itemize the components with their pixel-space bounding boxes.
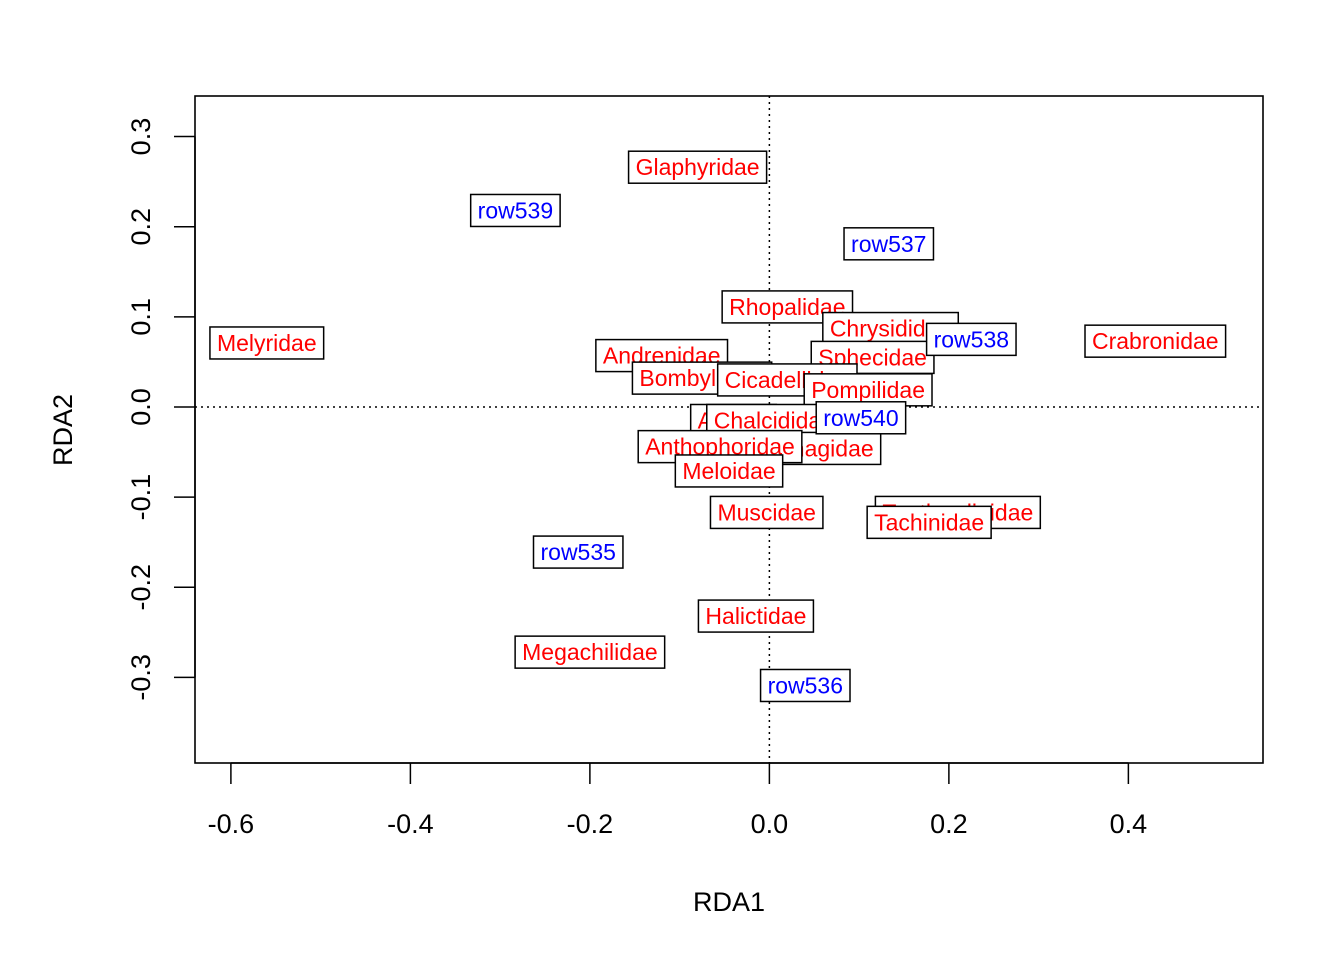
- point-label-box: [674, 454, 784, 488]
- point-label: Meloidae: [682, 458, 775, 484]
- point-glaphyridae: Glaphyridae: [627, 150, 768, 184]
- point-label: row539: [478, 197, 553, 223]
- point-label-box: [627, 150, 768, 184]
- x-tick-label: -0.6: [208, 809, 255, 839]
- point-label-box: [925, 322, 1017, 357]
- point-label: row536: [768, 672, 843, 698]
- y-tick-label: -0.3: [126, 654, 156, 701]
- x-tick-label: 0.4: [1110, 809, 1148, 839]
- y-tick-label: 0.2: [126, 208, 156, 246]
- point-label: Crabronidae: [1092, 328, 1219, 354]
- point-row536: row536: [759, 668, 851, 703]
- y-tick-label: 0.1: [126, 298, 156, 336]
- point-label-box: [532, 535, 624, 569]
- point-label-box: [803, 373, 933, 407]
- point-label: row538: [934, 326, 1009, 352]
- point-label: Melyridae: [217, 330, 317, 356]
- point-label: Megachilidae: [522, 639, 658, 665]
- x-tick-label: 0.2: [930, 809, 968, 839]
- point-label-box: [209, 326, 325, 360]
- point-meloidae: Meloidae: [674, 454, 784, 488]
- point-label: Chalcididae: [714, 407, 834, 433]
- point-label: Glaphyridae: [636, 154, 760, 180]
- y-tick-label: -0.2: [126, 564, 156, 611]
- y-tick-label: -0.1: [126, 474, 156, 521]
- y-tick-label: 0.3: [126, 118, 156, 156]
- point-label: Tachinidae: [874, 509, 984, 535]
- point-label-box: [843, 227, 935, 261]
- point-label-box: [514, 635, 666, 669]
- point-tachinidae: Tachinidae: [866, 505, 992, 540]
- point-label: row535: [541, 539, 616, 565]
- plot-frame: [194, 95, 1264, 764]
- y-tick-label: 0.0: [126, 388, 156, 426]
- point-muscidae: Muscidae: [709, 495, 824, 530]
- point-sphecidae: Sphecidae: [810, 340, 935, 375]
- x-axis-title: RDA1: [693, 887, 765, 917]
- point-label-box: [1084, 324, 1227, 358]
- point-melyridae: Melyridae: [209, 326, 325, 360]
- point-row540: row540: [815, 401, 907, 435]
- point-label-box: [697, 599, 815, 633]
- point-label-box: [469, 193, 561, 228]
- point-label-box: [815, 401, 907, 435]
- point-label: Halictidae: [705, 603, 806, 629]
- point-label-box: [759, 668, 851, 703]
- x-tick-label: 0.0: [751, 809, 789, 839]
- point-label: row537: [851, 231, 926, 257]
- point-crabronidae: Crabronidae: [1084, 324, 1227, 358]
- point-label-box: [866, 505, 992, 540]
- point-label-box: [709, 495, 824, 530]
- point-row535: row535: [532, 535, 624, 569]
- y-axis-title: RDA2: [48, 394, 78, 466]
- point-row538: row538: [925, 322, 1017, 357]
- point-megachilidae: Megachilidae: [514, 635, 666, 669]
- point-pompilidae: Pompilidae: [803, 373, 933, 407]
- point-label: Muscidae: [717, 499, 815, 525]
- point-halictidae: Halictidae: [697, 599, 815, 633]
- point-row539: row539: [469, 193, 561, 228]
- point-label: Pompilidae: [811, 377, 925, 403]
- x-tick-label: -0.2: [567, 809, 614, 839]
- point-label: row540: [823, 405, 898, 431]
- point-row537: row537: [843, 227, 935, 261]
- x-tick-label: -0.4: [387, 809, 434, 839]
